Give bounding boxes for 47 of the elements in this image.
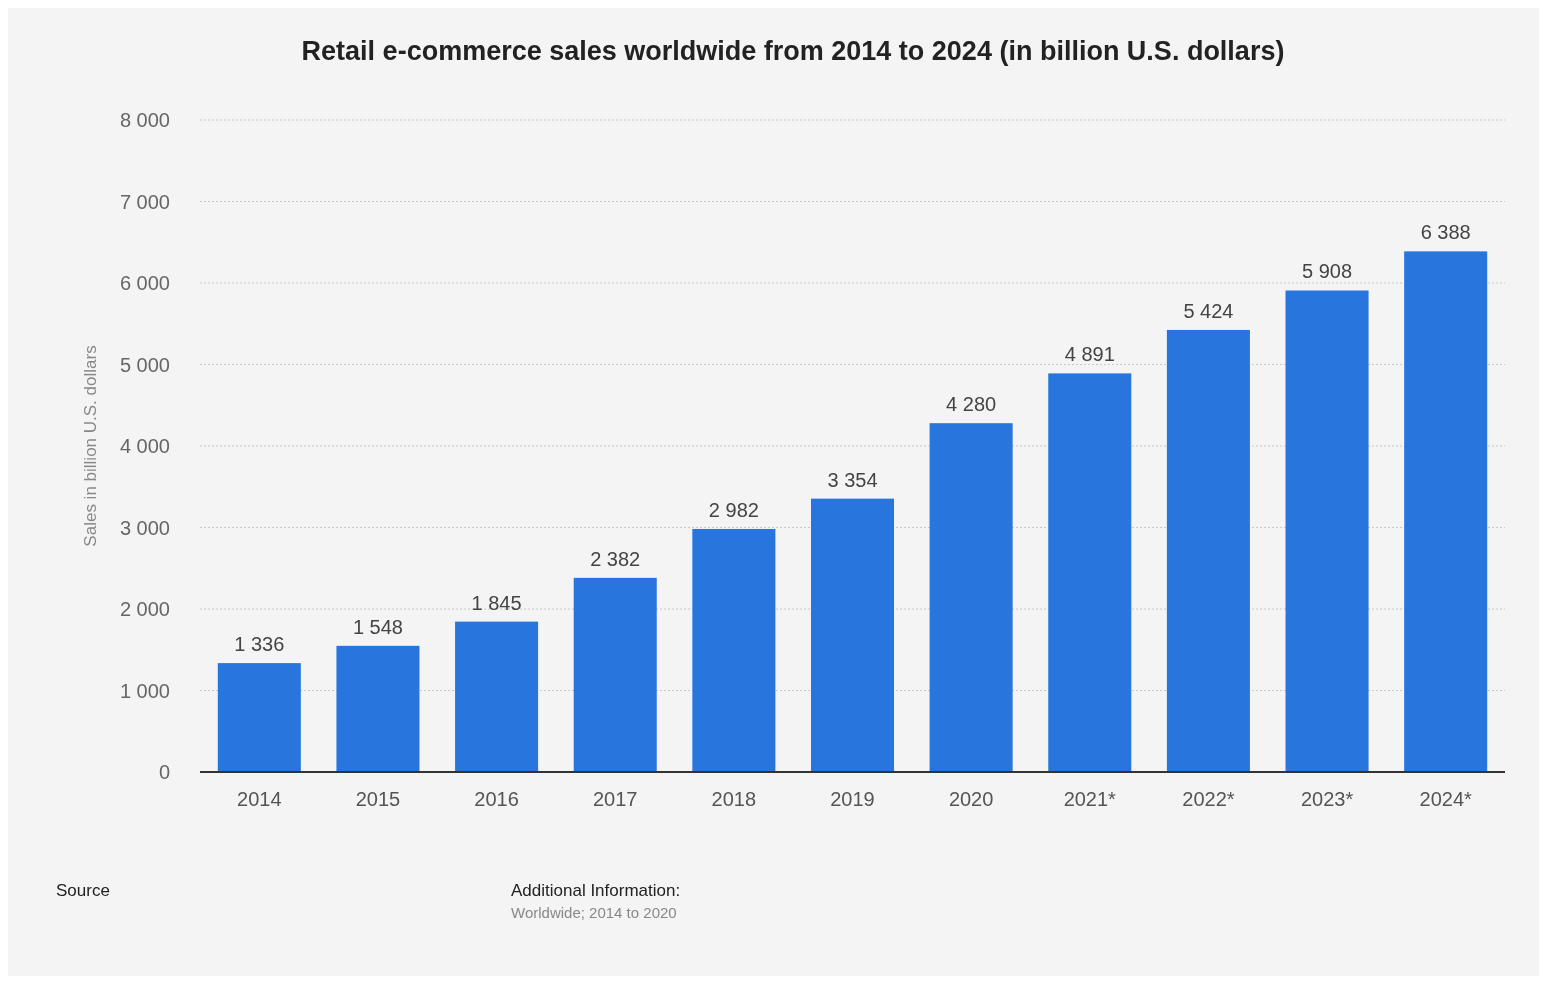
data-label: 3 354: [827, 468, 878, 491]
data-label: 4 280: [946, 393, 997, 416]
data-label: 5 908: [1302, 260, 1353, 283]
data-label: 2 982: [708, 498, 759, 521]
x-tick-label: 2024*: [1419, 788, 1473, 810]
y-tick-label: 7 000: [119, 190, 170, 213]
y-tick-label: 5 000: [119, 353, 170, 376]
x-tick-label: 2020: [948, 788, 994, 810]
x-tick-label: 2017: [592, 788, 638, 810]
x-tick-label: 2016: [474, 788, 519, 810]
bar: [336, 645, 420, 772]
y-tick-label: 0: [158, 761, 170, 783]
y-tick-label: 6 000: [119, 272, 170, 294]
data-label: 5 424: [1183, 299, 1234, 322]
y-tick-label: 1 000: [119, 679, 170, 702]
data-label: 2 382: [590, 547, 641, 570]
text: Worldwide; 2014 to 2020: [511, 904, 677, 921]
y-tick-label: 8 000: [119, 109, 170, 131]
x-tick-label: 2021*: [1063, 788, 1117, 810]
bar: [455, 621, 539, 772]
bar: [573, 577, 657, 772]
bar: [929, 423, 1013, 772]
x-tick-label: 2018: [711, 788, 757, 810]
data-label: 1 548: [352, 615, 403, 638]
bar: [217, 663, 301, 772]
x-tick-label: 2014: [237, 788, 282, 810]
bar: [692, 528, 776, 772]
y-tick-label: 3 000: [119, 516, 170, 539]
bar: [1048, 373, 1132, 772]
x-tick-label: 2023*: [1300, 788, 1354, 810]
y-axis-title: Sales in billion U.S. dollars: [81, 345, 100, 547]
chart-title: Retail e-commerce sales worldwide from 2014 to 2024 (in billion U.S. dollars): [301, 36, 1285, 66]
x-tick-label: 2022*: [1182, 788, 1235, 810]
x-tick-label: 2015: [355, 788, 401, 810]
data-label: 4 891: [1064, 343, 1115, 366]
y-tick-label: 2 000: [119, 598, 170, 620]
bar: [1166, 329, 1250, 772]
y-tick-label: 4 000: [119, 435, 170, 457]
bar: [1285, 290, 1369, 772]
data-label: 1 845: [471, 591, 522, 614]
text: Source: [56, 881, 110, 900]
data-label: 1 336: [234, 633, 285, 656]
data-label: 6 388: [1420, 221, 1471, 244]
text: Additional Information:: [511, 881, 681, 900]
x-tick-label: 2019: [830, 788, 875, 810]
bar: [810, 498, 895, 772]
bar: [1404, 251, 1488, 772]
